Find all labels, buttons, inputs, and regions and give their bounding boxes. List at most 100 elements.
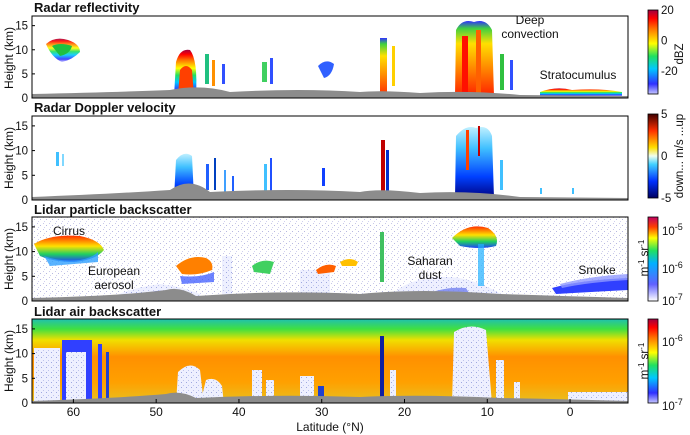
plot-frame [31,318,629,404]
attenuated-region [66,352,86,403]
colorbar-label: dBZ [674,43,686,64]
frontal-cloud [176,257,213,275]
ground-surface [32,288,628,301]
y-tick-label: 15 [15,121,28,133]
air-backscatter-field [32,326,628,403]
fall-streak [232,176,234,192]
attenuated-region [98,344,102,403]
x-tick-label: 50 [149,405,163,419]
annotation-dust: dust [419,268,442,282]
colorbar-tick-label: 10-6 [662,333,683,349]
updraft-column [381,140,385,194]
anvil-cloud [452,226,497,248]
annotation-stratocumulus: Stratocumulus [540,68,617,82]
y-tick-label: 5 [22,69,28,81]
fall-streak [206,164,209,190]
ground-surface [32,183,628,200]
colorbar [647,318,659,404]
x-tick-label: 10 [481,405,495,419]
cloud-shadow [568,392,628,403]
x-axis: 60 50 40 30 20 10 0 Latitude (°N) [67,399,574,434]
convective-shadow [452,326,492,403]
y-axis-label: Height (km) [2,330,16,392]
colorbar-tick-label: -20 [661,66,678,78]
cloud-shadow [514,382,520,403]
stratocumulus-echo [540,88,622,96]
colorbar-ticks: 10-5 10-6 10-7 [662,222,683,308]
fall-streak [572,188,574,194]
x-tick-labels: 60 50 40 30 20 10 0 [67,399,574,419]
x-tick-label: 20 [398,405,412,419]
plot-area [32,319,628,403]
y-tick-label: 15 [15,222,28,234]
y-tick-label: 5 [22,170,28,182]
echo-strand [510,60,513,90]
fall-streak [62,154,64,166]
colorbar [647,9,659,95]
colorbar-label: m-1 sr-1 [637,239,651,276]
cloud-column [478,244,484,286]
updraft-column [466,130,469,170]
colorbar-tick-label: 10-6 [662,260,683,276]
attenuated-region [106,352,109,403]
cirrus-layer [34,235,104,262]
y-tick-labels: 0 5 10 15 [15,324,35,410]
convective-column [380,38,387,98]
plot-frame [31,15,629,99]
thin-cloud [340,259,358,266]
panel-radar-reflectivity: Radar reflectivity Height (km) 0 5 10 [2,0,686,105]
colorbar-ticks: 5 0 -5 [661,109,671,205]
x-axis-label: Latitude (°N) [296,420,364,434]
colorbar-tick-label: 10-7 [662,397,683,413]
cloud-shadow [200,378,224,403]
y-tick-label: 5 [22,271,28,283]
annotation-cirrus: Cirrus [53,224,85,238]
echo-strand [500,54,504,90]
x-tick-label: 30 [315,405,329,419]
convective-core [462,36,468,96]
frontal-cloud-edge [180,272,214,284]
deep-convection-echo [455,21,494,96]
colorbar-tick-label: 0 [661,36,667,48]
y-tick-label: 0 [22,398,28,410]
y-tick-labels: 0 5 10 15 [15,21,35,105]
annotation-deep: Deep [516,13,545,27]
fall-streak [214,158,216,190]
annotation-aerosol: aerosol [94,278,133,292]
annotation-convection: convection [501,27,558,41]
fall-streak [386,150,389,196]
mid-echo [318,61,334,78]
annotation-saharan: Saharan [407,254,452,268]
colorbar-ticks: 20 0 -20 [661,5,678,78]
x-tick-label: 0 [567,405,574,419]
y-axis-label: Height (km) [2,228,16,290]
fall-streak [224,170,226,192]
colorbar-particle-backscatter: 10-5 10-6 10-7 m-1 sr-1 [637,216,683,308]
panel-lidar-air-backscatter: Lidar air backscatter Height (km) 0 5 10 15 [2,304,683,434]
colorbar [647,216,659,302]
fall-streak [264,164,267,192]
plot-area [32,16,628,98]
cloud-shadow [380,336,384,403]
y-tick-label: 0 [22,296,28,308]
echo-strand [222,64,225,84]
y-axis: Height (km) 0 5 10 15 [2,21,35,105]
smoke-layer [552,278,628,294]
y-axis: Height (km) 0 5 10 15 [2,121,35,207]
x-tick-label: 40 [232,405,246,419]
cloud-shadow [318,386,324,403]
cloud-shadow [496,360,504,403]
cirrus-base [44,252,98,266]
cloud-shadow [266,380,274,403]
colorbar-ticks: 10-6 10-7 [662,333,683,413]
echo-strand [392,46,395,86]
plot-frame [31,115,629,201]
y-tick-label: 10 [15,247,28,259]
colorbar-tick-label: 10-7 [662,292,683,308]
y-tick-label: 0 [22,93,28,105]
colorbar-velocity: 5 0 -5 down... m/s ...up [647,109,686,205]
colorbar-tick-label: -5 [661,193,671,205]
colorbar [647,113,659,199]
ground-surface [32,87,628,98]
annotation-european: European [88,264,140,278]
